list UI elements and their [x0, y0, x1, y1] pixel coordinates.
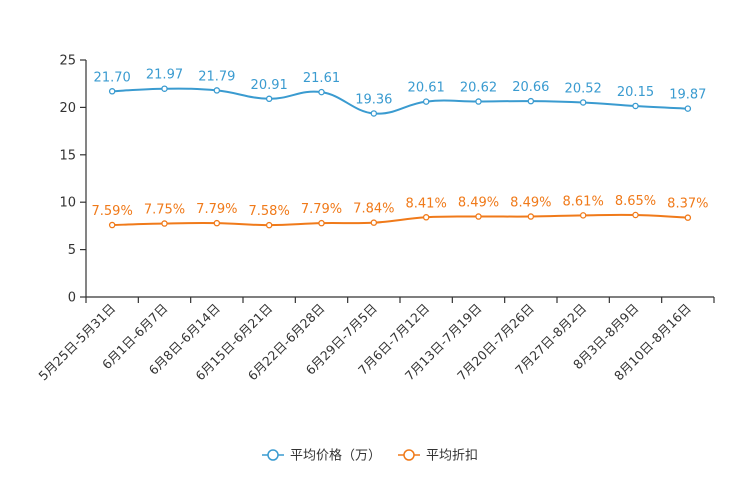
data-point — [684, 214, 692, 221]
data-point — [161, 220, 168, 227]
data-point — [370, 110, 378, 117]
data-label: 20.66 — [512, 80, 549, 95]
data-label: 8.61% — [563, 194, 604, 209]
y-tick-label: 10 — [59, 196, 76, 211]
data-label: 8.41% — [406, 196, 447, 211]
data-label: 20.15 — [617, 85, 654, 100]
series-line — [112, 213, 688, 227]
y-tick-label: 15 — [59, 148, 76, 163]
data-point — [684, 105, 692, 112]
x-tick-label: 5月25日-5月31日 — [35, 301, 118, 384]
data-point — [579, 212, 587, 219]
legend-label: 平均价格（万） — [290, 448, 381, 464]
y-tick-label: 5 — [68, 243, 76, 258]
data-point — [422, 98, 430, 105]
y-axis: 0 5 10 15 20 25 — [59, 54, 87, 306]
y-tick-label: 20 — [59, 101, 76, 116]
data-point — [422, 214, 430, 221]
legend-label: 平均折扣 — [426, 449, 478, 464]
legend-item-2: 平均折扣 — [398, 449, 478, 464]
legend-marker — [267, 449, 279, 461]
data-point — [213, 219, 221, 227]
data-point — [632, 102, 639, 110]
data-point — [318, 88, 325, 96]
data-label: 7.59% — [92, 204, 133, 219]
series-line — [112, 87, 688, 115]
data-point — [318, 219, 325, 227]
data-label: 20.91 — [251, 78, 288, 93]
data-point — [475, 213, 482, 220]
series-layer: 21.70 21.97 21.79 20.91 21.61 19.36 20.61 20.62… — [92, 68, 708, 229]
data-label: 20.62 — [460, 81, 497, 96]
x-axis: 5月25日-5月31日6月1日-6月7日6月8日-6月14日6月15日-6月21… — [35, 296, 715, 384]
data-point — [475, 98, 482, 105]
data-point — [265, 95, 273, 103]
data-label: 8.37% — [667, 197, 708, 212]
data-point — [108, 221, 116, 229]
data-label: 8.49% — [510, 196, 551, 211]
data-point — [632, 211, 639, 219]
data-label: 7.75% — [144, 203, 185, 218]
data-label: 7.84% — [353, 202, 394, 217]
data-label: 21.79 — [198, 69, 235, 84]
data-label: 8.65% — [615, 194, 656, 209]
data-label: 7.79% — [301, 202, 342, 217]
data-label: 21.97 — [146, 68, 183, 83]
data-label: 19.36 — [355, 92, 392, 107]
data-point — [579, 99, 587, 106]
legend-item-1: 平均价格（万） — [262, 448, 381, 464]
data-label: 7.79% — [196, 202, 237, 217]
data-point — [108, 88, 116, 95]
data-label: 8.49% — [458, 196, 499, 211]
y-tick-label: 0 — [68, 291, 76, 306]
data-point — [213, 87, 221, 94]
series-2: 7.59% 7.75% 7.79% 7.58% 7.79% 7.84% 8.41% 8.49%… — [92, 194, 708, 229]
legend-marker — [403, 449, 415, 461]
legend: 平均价格（万） 平均折扣 — [262, 448, 478, 464]
data-point — [161, 85, 168, 92]
series-1: 21.70 21.97 21.79 20.91 21.61 19.36 20.61 20.62… — [94, 68, 706, 117]
data-point — [527, 97, 535, 105]
data-label: 21.61 — [303, 71, 340, 86]
data-label: 20.52 — [565, 81, 602, 96]
data-point — [370, 219, 378, 226]
data-point — [527, 213, 535, 220]
data-label: 19.87 — [669, 88, 706, 103]
data-label: 7.58% — [249, 204, 290, 219]
y-tick-label: 25 — [59, 54, 76, 69]
data-label: 20.61 — [408, 81, 445, 96]
data-label: 21.70 — [94, 70, 131, 85]
data-point — [265, 221, 273, 229]
